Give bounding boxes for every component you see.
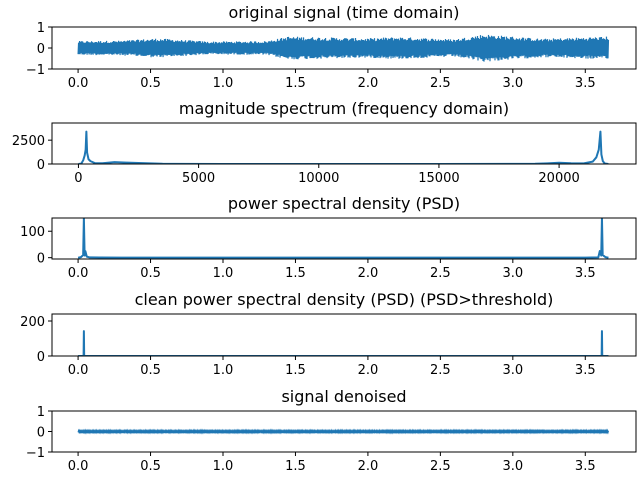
axes-frame [51,217,637,260]
subplot-title: power spectral density (PSD) [228,194,460,213]
x-tick-label: 3.0 [502,266,523,281]
x-tick-label: 3.5 [575,363,596,378]
x-tick-label: 2.5 [430,266,451,281]
x-tick-label: 0.5 [140,76,161,91]
y-tick-label: 1 [37,21,45,36]
series-line [77,218,609,259]
y-tick-label: 0 [37,426,45,441]
plot-area [77,34,610,62]
x-tick-label: 5000 [182,171,215,186]
x-tick-label: 0.0 [68,76,89,91]
x-tick-label: 1.0 [213,363,234,378]
series-line [77,428,610,435]
subplot-title: clean power spectral density (PSD) (PSD>… [135,290,554,309]
x-tick-label: 10000 [298,171,339,186]
y-tick-label: 200 [20,315,45,330]
x-tick-label: 2.5 [430,76,451,91]
subplot-1: original signal (time domain) 0.0 0.5 1.0 1.… [26,3,637,91]
x-tick-label: 0.0 [68,266,89,281]
axes-frame [51,313,637,357]
x-tick-label: 3.0 [502,459,523,474]
y-tick-label: 2500 [12,134,45,149]
x-tick-label: 1.5 [285,459,306,474]
x-tick-label: 1.5 [285,76,306,91]
y-tick-label: 1 [37,405,45,420]
x-tick-label: 3.0 [502,363,523,378]
x-tick-label: 2.0 [358,266,379,281]
x-tick-label: 1.0 [213,76,234,91]
x-tick-label: 3.0 [502,76,523,91]
y-tick-label: 0 [37,252,45,267]
y-tick-label: 0 [37,42,45,57]
x-tick-label: 3.5 [575,266,596,281]
x-tick-label: 0.5 [140,363,161,378]
x-tick-label: 15000 [418,171,459,186]
axes-frame [51,122,637,165]
x-tick-label: 2.0 [358,363,379,378]
x-tick-label: 1.5 [285,363,306,378]
y-tick-label: 0 [37,350,45,365]
x-tick-label: 1.0 [213,266,234,281]
x-tick-label: 0 [74,171,82,186]
x-tick-label: 1.5 [285,266,306,281]
x-tick-label: 2.5 [430,363,451,378]
x-tick-label: 0.5 [140,459,161,474]
y-tick-label: −1 [26,63,45,78]
plot-area [77,218,609,259]
x-tick-label: 20000 [538,171,579,186]
plot-area [78,330,609,356]
subplot-4: clean power spectral density (PSD) (PSD>… [20,290,637,378]
y-tick-label: 100 [20,225,45,240]
subplot-3: power spectral density (PSD) 0.0 0.5 1.0 1.5… [20,194,637,281]
y-tick-label: −1 [26,446,45,461]
subplot-2: magnitude spectrum (frequency domain) 0 50… [12,99,637,186]
x-tick-label: 2.0 [358,76,379,91]
x-tick-label: 3.5 [575,76,596,91]
series-line [78,330,609,356]
subplot-title: magnitude spectrum (frequency domain) [179,99,509,118]
x-tick-label: 3.5 [575,459,596,474]
x-tick-label: 1.0 [213,459,234,474]
x-tick-label: 0.0 [68,459,89,474]
series-line [77,34,610,62]
x-tick-label: 2.0 [358,459,379,474]
x-tick-label: 0.0 [68,363,89,378]
subplot-5: signal denoised 0.0 0.5 1.0 1.5 2.0 2.5 3.0 3.5 −… [26,387,637,474]
subplot-title: signal denoised [281,387,406,406]
x-tick-label: 0.5 [140,266,161,281]
x-tick-label: 2.5 [430,459,451,474]
plot-area [77,428,610,435]
y-tick-label: 0 [37,158,45,173]
subplot-title: original signal (time domain) [229,3,460,22]
